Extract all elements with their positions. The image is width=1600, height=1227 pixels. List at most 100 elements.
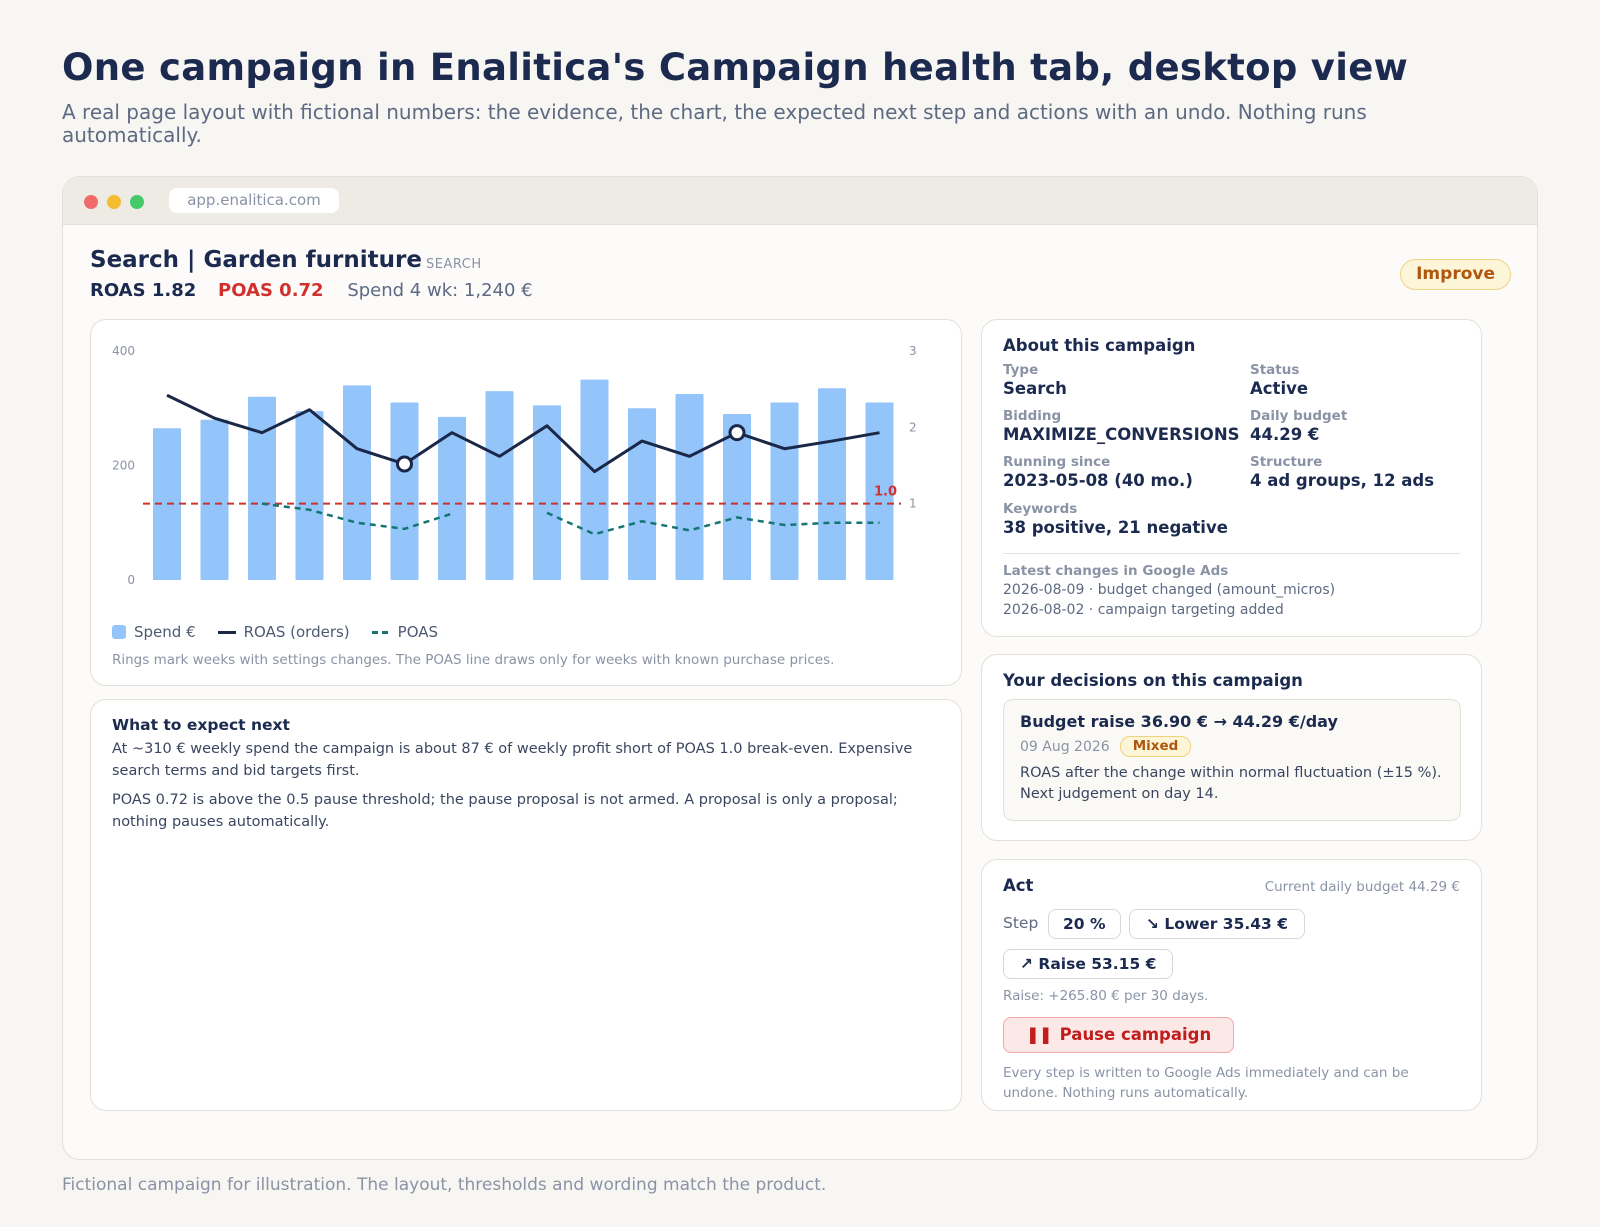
settings-change-marker (728, 424, 746, 442)
spend-bar (200, 419, 229, 580)
decisions-card: Your decisions on this campaign Budget r… (981, 654, 1482, 841)
spend-bar (485, 391, 514, 580)
chart-note: Rings mark weeks with settings changes. … (112, 652, 835, 668)
y-right-tick-label: 1 (909, 497, 917, 511)
legend-poas-label: POAS (397, 623, 439, 641)
url-bar[interactable]: app.enalitica.com (169, 188, 339, 213)
browser-titlebar: app.enalitica.com (63, 177, 1537, 225)
lower-budget-button[interactable]: ↘ Lower 35.43 € (1129, 909, 1305, 939)
latest-changes-label: Latest changes in Google Ads (1003, 563, 1229, 579)
decision-title: Budget raise 36.90 € → 44.29 €/day (1020, 712, 1338, 731)
poas-line (546, 511, 880, 536)
expect-paragraph: POAS 0.72 is above the 0.5 pause thresho… (112, 792, 898, 830)
about-fields: Type Search Status Active Bidding MAXIMI… (1003, 355, 1460, 541)
change-item: 2026-08-02 · campaign targeting added (1003, 602, 1284, 618)
field-value: MAXIMIZE_CONVERSIONS (1003, 425, 1240, 444)
expect-card: What to expect next At ~310 € weekly spe… (90, 699, 962, 1111)
legend-spend: Spend € (112, 623, 196, 641)
act-card: Act Current daily budget 44.29 € Step 20… (981, 859, 1482, 1111)
about-title: About this campaign (1003, 336, 1196, 355)
field-label: Keywords (1003, 501, 1078, 517)
pause-icon: ❚❚ (1026, 1025, 1053, 1044)
field-status: Status Active (1250, 362, 1308, 399)
field-running-since: Running since 2023-05-08 (40 mo.) (1003, 454, 1193, 491)
spend-bar (248, 396, 276, 580)
poas-kpi: POAS 0.72 (218, 280, 324, 301)
field-bidding: Bidding MAXIMIZE_CONVERSIONS (1003, 408, 1240, 445)
legend-roas-label: ROAS (orders) (243, 623, 350, 641)
threshold-label: 1.0 (874, 485, 897, 500)
field-label: Type (1003, 362, 1039, 378)
spend-bar (343, 385, 371, 580)
expect-title: What to expect next (112, 716, 290, 734)
spend-roas-chart: 0 200 400 1 2 3 1.0 (112, 344, 917, 587)
field-value: 38 positive, 21 negative (1003, 518, 1228, 537)
raise-budget-button[interactable]: ↗ Raise 53.15 € (1003, 949, 1174, 979)
decision-item[interactable]: Budget raise 36.90 € → 44.29 €/day 09 Au… (1003, 699, 1461, 821)
chart-card: 0 200 400 1 2 3 1.0 Spend € ROAS (orders) POAS… (90, 319, 962, 686)
decision-text: ROAS after the change within normal fluc… (1020, 765, 1442, 802)
spend-bar (580, 379, 609, 580)
divider (1003, 553, 1460, 554)
roas-kpi: ROAS 1.82 (90, 280, 197, 301)
minimize-window-dot[interactable] (107, 195, 121, 209)
maximize-window-dot[interactable] (130, 195, 144, 209)
expect-paragraph: At ~310 € weekly spend the campaign is a… (112, 741, 913, 779)
roas-line (166, 393, 880, 474)
spend-bar (295, 411, 324, 580)
spend-kpi: Spend 4 wk: 1,240 € (347, 280, 533, 301)
field-structure: Structure 4 ad groups, 12 ads (1250, 454, 1434, 491)
spend-bar (723, 413, 751, 580)
field-label: Running since (1003, 454, 1111, 470)
decision-meta: 09 Aug 2026 Mixed (1020, 736, 1444, 757)
y-left-tick-label: 0 (127, 573, 135, 587)
act-footnote: Every step is written to Google Ads imme… (1003, 1065, 1409, 1101)
act-title: Act (1003, 876, 1034, 895)
field-value: Active (1250, 379, 1309, 398)
spend-bar (818, 388, 846, 580)
status-badge: Improve (1400, 259, 1511, 290)
legend-poas: POAS (371, 623, 439, 641)
legend-roas-swatch (217, 630, 236, 634)
page-title: One campaign in Enalitica's Campaign hea… (62, 46, 1409, 89)
campaign-type-label: SEARCH (426, 257, 482, 272)
field-value: 44.29 € (1250, 425, 1320, 444)
field-keywords: Keywords 38 positive, 21 negative (1003, 501, 1228, 538)
field-label: Structure (1250, 454, 1323, 470)
y-left-tick-label: 200 (112, 459, 135, 473)
decision-outcome-badge: Mixed (1119, 736, 1192, 757)
field-label: Daily budget (1250, 408, 1348, 424)
decisions-title: Your decisions on this campaign (1003, 671, 1303, 690)
about-card: About this campaign Type Search Status A… (981, 319, 1482, 637)
legend-spend-swatch (112, 625, 126, 639)
spend-bar (770, 402, 799, 580)
field-label: Bidding (1003, 408, 1062, 424)
spend-bar (533, 405, 561, 580)
field-value: 2023-05-08 (40 mo.) (1003, 471, 1193, 490)
step-label: Step (1003, 914, 1039, 932)
latest-changes: Latest changes in Google Ads 2026-08-09 … (1003, 563, 1335, 620)
spend-bar (675, 393, 704, 580)
change-item: 2026-08-09 · budget changed (amount_micr… (1003, 582, 1336, 598)
close-window-dot[interactable] (84, 195, 98, 209)
current-daily-budget: Current daily budget 44.29 € (1264, 879, 1460, 895)
legend-spend-label: Spend € (134, 623, 196, 641)
field-type: Type Search (1003, 362, 1067, 399)
field-daily-budget: Daily budget 44.29 € (1250, 408, 1347, 445)
pause-campaign-button[interactable]: ❚❚ Pause campaign (1003, 1017, 1235, 1053)
settings-change-marker (396, 455, 413, 473)
legend-poas-swatch (371, 630, 390, 634)
spend-bar (865, 402, 894, 580)
field-value: 4 ad groups, 12 ads (1250, 471, 1435, 490)
y-right-tick-label: 3 (909, 344, 917, 358)
spend-bar (390, 402, 419, 580)
spend-bar (628, 408, 656, 580)
y-right-tick-label: 2 (909, 420, 917, 434)
field-value: Search (1003, 379, 1067, 398)
spend-bar (438, 416, 466, 580)
page-subtitle: A real page layout with fictional number… (62, 100, 1367, 147)
campaign-kpis: ROAS 1.82 POAS 0.72 Spend 4 wk: 1,240 € (90, 280, 533, 301)
step-select[interactable]: 20 % (1048, 909, 1121, 939)
browser-window: app.enalitica.com Search | Garden furnit… (62, 176, 1538, 1160)
y-left-tick-label: 400 (112, 344, 135, 358)
